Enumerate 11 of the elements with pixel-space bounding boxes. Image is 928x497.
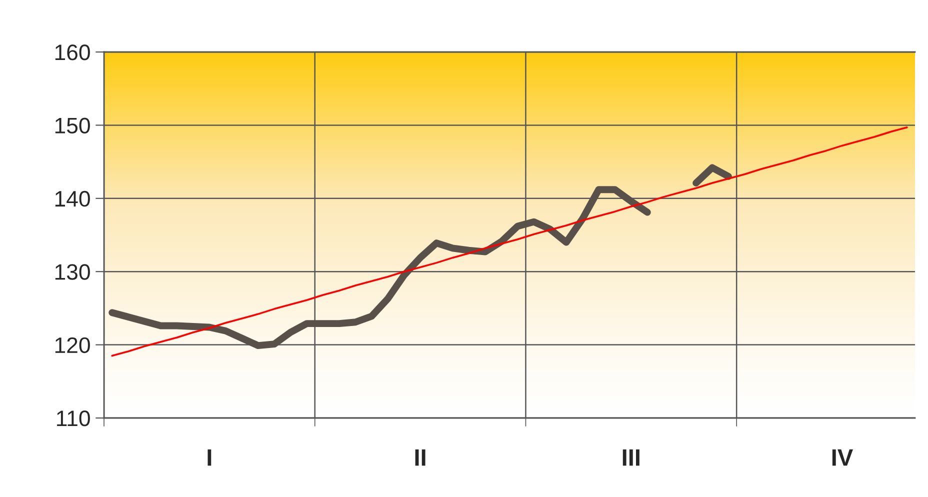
line-series xyxy=(111,126,908,357)
y-tick-label: 160 xyxy=(55,44,90,60)
y-tick-label: 140 xyxy=(55,190,90,207)
y-tick-label: 150 xyxy=(55,118,90,134)
y-tick-label: 110 xyxy=(57,410,90,426)
x-tick-label: I xyxy=(208,449,212,466)
y-tick-label: 120 xyxy=(55,337,90,354)
x-tick-label: III xyxy=(622,449,640,466)
x-tick-label: IV xyxy=(832,449,854,466)
x-tick-label: II xyxy=(415,449,426,466)
y-tick-label: 130 xyxy=(55,264,90,280)
